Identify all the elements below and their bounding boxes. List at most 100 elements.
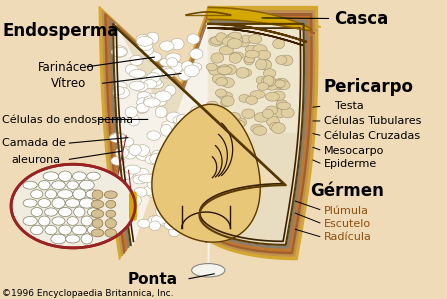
Ellipse shape xyxy=(91,210,104,218)
Ellipse shape xyxy=(31,208,42,216)
Ellipse shape xyxy=(151,68,162,79)
Polygon shape xyxy=(113,24,306,245)
Ellipse shape xyxy=(136,104,148,114)
Text: ©1996 Encyclopaedia Britannica, Inc.: ©1996 Encyclopaedia Britannica, Inc. xyxy=(2,289,174,298)
Ellipse shape xyxy=(92,219,103,228)
Ellipse shape xyxy=(257,50,271,60)
Ellipse shape xyxy=(65,235,80,243)
Ellipse shape xyxy=(217,66,232,74)
Ellipse shape xyxy=(277,102,291,109)
Ellipse shape xyxy=(273,39,285,49)
Text: Escutelo: Escutelo xyxy=(324,219,371,229)
Ellipse shape xyxy=(207,101,219,110)
Ellipse shape xyxy=(74,207,85,217)
Ellipse shape xyxy=(170,144,186,155)
Ellipse shape xyxy=(92,190,103,199)
Ellipse shape xyxy=(147,78,161,86)
Ellipse shape xyxy=(91,229,104,237)
Text: Vítreo: Vítreo xyxy=(51,77,86,90)
Ellipse shape xyxy=(158,196,170,207)
Ellipse shape xyxy=(136,145,149,156)
Ellipse shape xyxy=(170,171,182,182)
Text: Células Cruzadas: Células Cruzadas xyxy=(324,131,420,141)
Ellipse shape xyxy=(67,217,78,225)
Ellipse shape xyxy=(242,109,255,118)
Ellipse shape xyxy=(266,116,279,127)
Ellipse shape xyxy=(186,219,202,229)
Ellipse shape xyxy=(87,208,100,216)
Ellipse shape xyxy=(106,200,116,208)
Ellipse shape xyxy=(23,181,37,189)
Ellipse shape xyxy=(171,62,183,73)
Ellipse shape xyxy=(139,174,155,182)
Ellipse shape xyxy=(276,56,287,64)
Ellipse shape xyxy=(160,171,175,179)
Ellipse shape xyxy=(228,112,240,121)
Ellipse shape xyxy=(134,187,147,197)
Ellipse shape xyxy=(272,91,285,101)
Ellipse shape xyxy=(45,225,57,235)
Ellipse shape xyxy=(261,59,270,68)
Text: Plúmula: Plúmula xyxy=(324,205,368,216)
Ellipse shape xyxy=(170,38,184,50)
Ellipse shape xyxy=(160,58,177,67)
Ellipse shape xyxy=(231,52,244,60)
Ellipse shape xyxy=(45,208,57,216)
Ellipse shape xyxy=(209,37,224,46)
Ellipse shape xyxy=(144,98,160,107)
Ellipse shape xyxy=(43,172,59,181)
Ellipse shape xyxy=(129,144,141,155)
Ellipse shape xyxy=(165,218,181,228)
Ellipse shape xyxy=(81,216,93,226)
Ellipse shape xyxy=(221,98,231,107)
Text: Farináceo: Farináceo xyxy=(38,61,94,74)
Ellipse shape xyxy=(274,81,286,90)
Ellipse shape xyxy=(52,181,65,190)
Ellipse shape xyxy=(141,44,153,56)
Ellipse shape xyxy=(256,77,266,84)
Ellipse shape xyxy=(211,36,224,45)
Ellipse shape xyxy=(105,229,117,237)
Ellipse shape xyxy=(166,149,179,157)
Ellipse shape xyxy=(144,94,160,104)
Ellipse shape xyxy=(275,80,285,88)
Ellipse shape xyxy=(128,114,139,126)
Polygon shape xyxy=(113,24,306,245)
Ellipse shape xyxy=(178,151,193,160)
Ellipse shape xyxy=(126,193,140,204)
Ellipse shape xyxy=(115,147,128,158)
Ellipse shape xyxy=(152,215,168,224)
Ellipse shape xyxy=(272,123,285,133)
Ellipse shape xyxy=(219,46,233,55)
Ellipse shape xyxy=(266,82,278,90)
Ellipse shape xyxy=(256,59,267,70)
Ellipse shape xyxy=(239,94,250,102)
Ellipse shape xyxy=(145,52,162,62)
Ellipse shape xyxy=(178,71,191,80)
Ellipse shape xyxy=(143,186,155,195)
Ellipse shape xyxy=(216,33,227,42)
Ellipse shape xyxy=(241,35,251,43)
Ellipse shape xyxy=(148,80,164,89)
Ellipse shape xyxy=(149,221,160,231)
Ellipse shape xyxy=(262,109,274,118)
Ellipse shape xyxy=(155,106,167,118)
Ellipse shape xyxy=(59,171,72,181)
Ellipse shape xyxy=(110,132,127,142)
Ellipse shape xyxy=(113,87,130,99)
Ellipse shape xyxy=(155,97,166,106)
Ellipse shape xyxy=(111,156,125,165)
Ellipse shape xyxy=(87,172,100,180)
Ellipse shape xyxy=(86,190,101,198)
Ellipse shape xyxy=(225,65,236,74)
Ellipse shape xyxy=(59,208,72,216)
Ellipse shape xyxy=(221,96,234,106)
Text: Camada de: Camada de xyxy=(2,138,66,148)
Polygon shape xyxy=(152,104,260,242)
Ellipse shape xyxy=(222,78,234,88)
Ellipse shape xyxy=(129,69,146,78)
Ellipse shape xyxy=(156,206,167,217)
Ellipse shape xyxy=(166,112,181,123)
Ellipse shape xyxy=(134,82,148,91)
Ellipse shape xyxy=(23,216,37,225)
